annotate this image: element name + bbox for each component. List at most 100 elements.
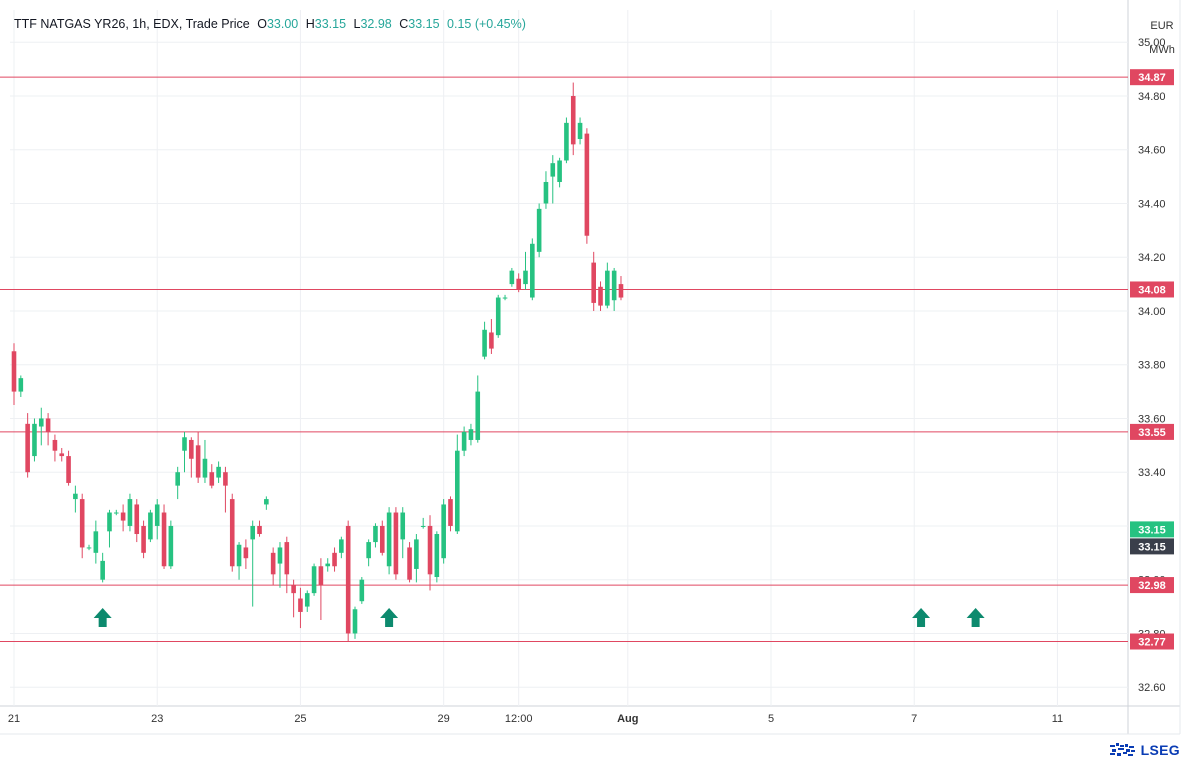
candle <box>366 539 371 567</box>
candle-body <box>598 286 603 306</box>
candle <box>223 466 228 513</box>
candle <box>18 375 24 397</box>
candle <box>386 507 392 575</box>
y-tick-label: 32.60 <box>1138 682 1166 694</box>
candle <box>284 536 290 594</box>
candles <box>11 82 624 642</box>
candle-body <box>86 547 92 549</box>
candle-body <box>427 525 433 575</box>
candle <box>161 504 167 569</box>
candle <box>339 536 344 559</box>
candle-body <box>311 566 317 594</box>
candle <box>373 523 378 548</box>
level-badge-label: 34.08 <box>1138 284 1166 296</box>
candle-body <box>386 512 392 567</box>
candle-body <box>352 609 358 634</box>
level-badge-label: 34.87 <box>1138 72 1166 84</box>
candle-body <box>291 585 296 594</box>
chart-legend: TTF NATGAS YR26, 1h, EDX, Trade Price O3… <box>14 17 526 31</box>
candle-body <box>209 472 215 486</box>
close-price-badge <box>1130 538 1174 555</box>
candle-body <box>557 160 562 182</box>
candle <box>352 606 358 639</box>
y-tick-label: 33.60 <box>1138 413 1166 425</box>
candle-body <box>564 122 569 161</box>
candle <box>38 407 44 446</box>
y-tick-label: 33.80 <box>1138 360 1166 372</box>
candlestick-chart[interactable]: 32.6032.8033.0033.2033.4033.6033.8034.00… <box>0 0 1192 740</box>
candle-body <box>434 534 440 578</box>
candle <box>93 520 99 564</box>
candle <box>591 251 596 311</box>
lseg-logo: LSEG <box>1109 740 1180 760</box>
candle-body <box>229 499 235 567</box>
candle <box>407 542 412 583</box>
candle <box>420 517 426 529</box>
candle-body <box>100 560 105 580</box>
candle-body <box>550 163 556 177</box>
candle <box>516 273 521 293</box>
candle <box>107 509 112 548</box>
symbol-label: TTF NATGAS YR26, 1h, EDX, Trade Price <box>14 17 250 31</box>
candle-body <box>420 525 426 527</box>
candle-body <box>73 493 78 500</box>
candle-body <box>400 512 406 540</box>
candle-body <box>298 598 303 612</box>
candle <box>216 461 221 483</box>
candle <box>236 542 242 580</box>
level-badge-label: 32.77 <box>1138 637 1166 649</box>
change-value: 0.15 (+0.45%) <box>447 17 526 31</box>
marker-arrows <box>93 608 985 627</box>
candle <box>154 499 160 540</box>
candle-body <box>148 512 153 540</box>
y-tick-label: 35.00 <box>1138 37 1166 49</box>
candle-body <box>45 418 51 432</box>
level-badge <box>1130 69 1174 86</box>
candle <box>304 590 310 612</box>
candle <box>100 552 105 583</box>
candle <box>270 547 276 586</box>
close-label: C <box>399 17 409 31</box>
y-tick-label: 34.00 <box>1138 306 1166 318</box>
up-arrow-icon <box>380 608 399 627</box>
y-tick-label: 34.80 <box>1138 91 1166 103</box>
level-badge <box>1130 281 1174 298</box>
x-tick-label: 5 <box>768 713 774 725</box>
level-badge-label: 32.98 <box>1138 580 1166 592</box>
candle-body <box>107 512 112 532</box>
candle <box>441 499 446 564</box>
candle <box>229 493 235 572</box>
candle <box>611 267 617 311</box>
candle <box>461 426 467 457</box>
candle-body <box>168 525 174 567</box>
candle <box>577 117 583 145</box>
candle <box>509 267 515 287</box>
candle-body <box>407 547 412 580</box>
y-tick-label: 34.40 <box>1138 198 1166 210</box>
candle-body <box>393 512 399 575</box>
candle <box>482 321 487 360</box>
candle-body <box>379 525 385 553</box>
y-tick-label: 34.60 <box>1138 145 1166 157</box>
candle-body <box>468 429 474 440</box>
unit-label: MWh <box>1149 44 1175 56</box>
candle-body <box>66 456 71 483</box>
currency-label: EUR <box>1150 20 1174 32</box>
candle-body <box>154 504 160 526</box>
candle <box>311 563 317 596</box>
candle <box>264 496 269 510</box>
candle-body <box>277 547 283 564</box>
candle <box>618 276 624 301</box>
candle-body <box>530 243 535 298</box>
level-badge <box>1130 577 1174 594</box>
last-price-badge <box>1130 521 1174 538</box>
candle <box>345 520 351 642</box>
candle <box>209 464 215 489</box>
candle <box>530 238 535 301</box>
candle-body <box>216 466 221 478</box>
candle <box>455 434 460 535</box>
candle-body <box>543 181 549 204</box>
up-arrow-icon <box>93 608 112 627</box>
lseg-logo-text: LSEG <box>1140 742 1180 758</box>
candle <box>543 171 549 209</box>
